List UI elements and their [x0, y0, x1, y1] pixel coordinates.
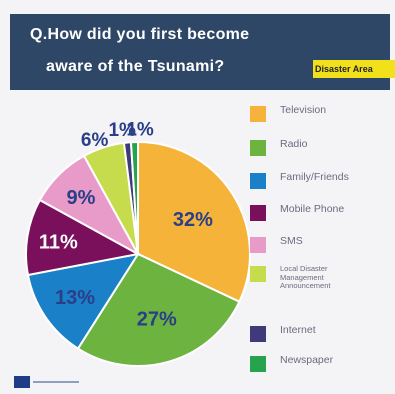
legend-item-newspaper: Newspaper [250, 355, 333, 372]
legend-swatch-radio [250, 140, 266, 156]
data-label-television: 32% [173, 209, 213, 231]
legend-swatch-newspaper [250, 356, 266, 372]
data-label-internet: 1% [108, 120, 136, 141]
data-label-newspaper: 1% [126, 120, 154, 141]
data-label-mobile-phone: 11% [39, 231, 78, 253]
question-banner: Q.How did you first become aware of the … [10, 14, 395, 90]
data-label-family-friends: 13% [55, 287, 95, 309]
legend-swatch-family-friends [250, 173, 266, 189]
legend-item-radio: Radio [250, 139, 307, 156]
legend-label-mobile-phone: Mobile Phone [280, 203, 345, 215]
data-label-radio: 27% [137, 309, 177, 331]
pie-slice-mobile-phone [25, 198, 141, 277]
pie-chart: 32%27%13%11%9%6% 1%1% [25, 120, 251, 367]
publisher-logo-text [33, 381, 79, 383]
pie-slice-television [137, 140, 251, 304]
legend-item-internet: Internet [250, 325, 316, 342]
publisher-logo [14, 376, 30, 388]
legend-label-local-disaster: Local Disaster Management Announcement [280, 264, 331, 290]
legend-item-mobile-phone: Mobile Phone [250, 204, 344, 221]
legend-swatch-local-disaster [250, 266, 266, 282]
pie-slice-radio [76, 252, 241, 367]
data-label-sms: 9% [67, 187, 96, 209]
pie-slice-family-friends [26, 252, 141, 350]
cropped-caption-strip [0, 0, 395, 10]
data-label-local-disaster: 6% [81, 130, 109, 151]
legend-item-television: Television [250, 105, 326, 122]
legend-item-sms: SMS [250, 236, 303, 253]
legend-item-family-friends: Family/Friends [250, 172, 349, 189]
legend-label-family-friends: Family/Friends [280, 171, 349, 183]
legend-label-radio: Radio [280, 138, 308, 150]
legend-swatch-mobile-phone [250, 205, 266, 221]
legend-item-local-disaster: Local Disaster Management Announcement [250, 264, 356, 291]
disaster-area-tag: Disaster Area [313, 60, 395, 78]
legend-label-internet: Internet [280, 324, 316, 336]
question-text-line1: Q.How did you first become [30, 26, 250, 43]
pie-slice-newspaper [129, 140, 139, 255]
question-text-line2: aware of the Tsunami? [46, 58, 225, 75]
legend-swatch-television [250, 106, 266, 122]
legend-label-newspaper: Newspaper [280, 354, 334, 366]
legend-swatch-sms [250, 237, 266, 253]
legend-swatch-internet [250, 326, 266, 342]
legend-label-sms: SMS [280, 235, 303, 247]
legend-label-television: Television [280, 104, 327, 116]
